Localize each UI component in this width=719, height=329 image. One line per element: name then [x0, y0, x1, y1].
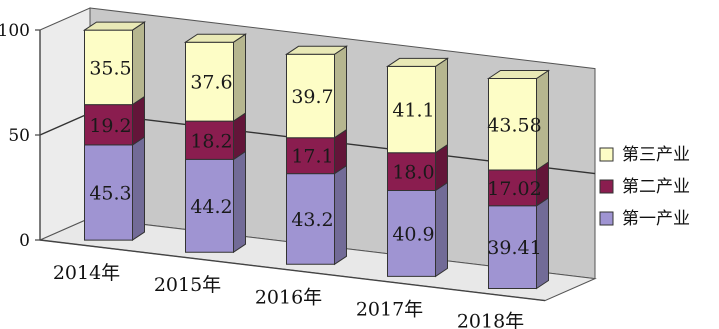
bar-top — [82, 21, 147, 31]
legend-label: 第三产业 — [622, 145, 690, 165]
value-label: 43.2 — [291, 209, 333, 231]
bar-side — [132, 21, 145, 106]
legend-swatch — [599, 147, 614, 162]
value-label: 17.1 — [291, 146, 333, 168]
value-label: 18.2 — [190, 130, 232, 152]
bars-layer: 45.3 19.2 35.5 44.2 18.2 37.6 43.2 17.1 39.7 40.9… — [82, 21, 551, 290]
value-label: 18.0 — [392, 162, 434, 184]
y-tick-label: 0 — [19, 231, 30, 251]
bar-top — [183, 33, 248, 43]
x-tick-label: 2015年 — [154, 274, 221, 296]
value-label: 41.1 — [392, 100, 434, 122]
legend-label: 第二产业 — [622, 177, 690, 197]
value-label: 19.2 — [89, 115, 131, 137]
bar-side — [435, 181, 448, 278]
bar-top — [284, 45, 349, 55]
bar-top — [486, 70, 551, 79]
legend-swatch — [599, 211, 614, 226]
value-label: 39.7 — [291, 86, 333, 108]
axes-layer: 0 50 100 2014年 2015年 2016年 2017年 2018年 — [0, 21, 546, 329]
value-label: 40.9 — [392, 223, 434, 245]
value-label: 35.5 — [89, 57, 131, 79]
x-tick-label: 2014年 — [53, 262, 120, 284]
x-tick-label: 2016年 — [255, 286, 322, 308]
value-label: 44.2 — [190, 196, 232, 218]
value-label: 45.3 — [89, 182, 131, 204]
value-label: 37.6 — [190, 72, 232, 94]
x-axis-line — [39, 239, 546, 302]
bar-side — [435, 57, 448, 154]
x-tick-label: 2018年 — [457, 311, 524, 329]
bar-side — [132, 135, 145, 242]
x-tick-label: 2017年 — [356, 298, 423, 320]
bar-side — [334, 164, 347, 266]
value-label: 43.58 — [487, 114, 541, 136]
bar-side — [334, 45, 347, 139]
gridline — [39, 112, 91, 136]
legend-swatch — [599, 179, 614, 194]
bar-top — [385, 57, 450, 67]
bar-side — [233, 33, 246, 123]
bar-side — [233, 150, 246, 254]
value-label: 17.02 — [487, 178, 541, 200]
y-tick-label: 100 — [0, 21, 30, 41]
legend-label: 第一产业 — [622, 209, 690, 229]
value-label: 39.41 — [487, 237, 541, 259]
y-tick-label: 50 — [8, 126, 30, 146]
